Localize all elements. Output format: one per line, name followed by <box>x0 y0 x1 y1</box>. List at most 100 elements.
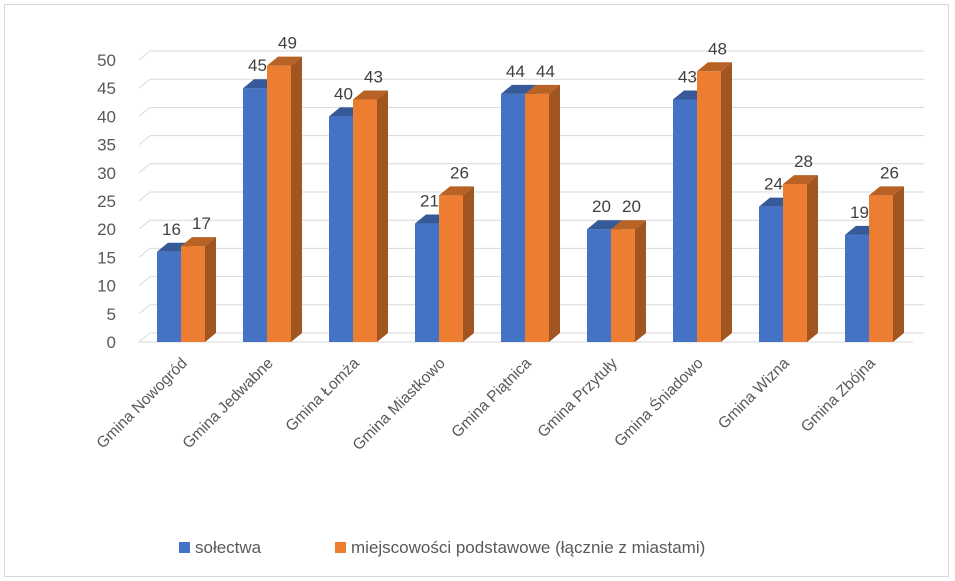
bar-top <box>587 220 622 230</box>
bar-miejscowosci-5 <box>611 220 646 342</box>
gridline-diagonal <box>138 107 151 117</box>
x-category-label: Gmina Nowogród <box>94 355 191 452</box>
bar-miejscowosci-1 <box>267 56 302 342</box>
bar-front <box>611 229 635 342</box>
bar-top <box>267 56 302 66</box>
gridline-diagonal <box>138 304 151 315</box>
x-category-label: Gmina Wizna <box>715 355 793 433</box>
bar-front <box>783 184 807 342</box>
legend-item-solectwa: sołectwa <box>179 538 262 557</box>
gridline-diagonal <box>138 276 151 286</box>
legend-label: sołectwa <box>195 538 262 557</box>
bar-front <box>673 99 697 342</box>
y-tick-label: 40 <box>97 107 116 126</box>
bar-front <box>353 99 377 342</box>
bar-front <box>697 71 721 342</box>
y-tick-label: 25 <box>97 192 116 211</box>
bar-top <box>501 84 536 94</box>
data-label: 48 <box>708 39 727 58</box>
bar-front <box>845 234 869 342</box>
y-tick-label: 0 <box>107 333 116 352</box>
bar-miejscowosci-0 <box>181 237 216 342</box>
chart-frame: 0 5 10 15 20 25 30 35 40 45 50 16 17 45 49 40 43 21 26 44 4… <box>4 4 949 577</box>
bar-top <box>697 62 732 72</box>
gridline-diagonal <box>138 219 151 230</box>
data-label: 45 <box>248 56 267 75</box>
gridline-diagonal <box>138 332 151 343</box>
bar-side <box>635 220 646 342</box>
bar-top <box>439 186 474 196</box>
bar-miejscowosci-3 <box>439 186 474 342</box>
y-tick-label: 5 <box>107 305 116 324</box>
bar-front <box>439 195 463 342</box>
y-tick-label: 45 <box>97 79 116 98</box>
x-category-label: Gmina Śniadowo <box>611 354 707 450</box>
x-category-label: Gmina Łomża <box>283 355 364 436</box>
bar-side <box>291 56 302 342</box>
data-label: 44 <box>506 62 525 81</box>
gridline-diagonal <box>138 78 151 89</box>
bar-miejscowosci-8 <box>869 186 904 342</box>
bar-side <box>721 62 732 342</box>
bar-top <box>611 220 646 230</box>
legend-swatch <box>179 542 190 553</box>
data-label: 43 <box>364 67 383 86</box>
y-tick-label: 30 <box>97 164 116 183</box>
x-category-label: Gmina Jedwabne <box>180 355 277 452</box>
y-tick-label: 50 <box>97 51 116 70</box>
data-label: 19 <box>850 203 869 222</box>
data-label: 17 <box>192 214 211 233</box>
data-label: 20 <box>592 197 611 216</box>
bar-top <box>181 237 216 247</box>
data-label: 40 <box>334 84 353 103</box>
bar-top <box>353 90 388 100</box>
bar-miejscowosci-4 <box>525 84 560 342</box>
x-category-label: Gmina Miastkowo <box>350 355 449 454</box>
gridline-diagonal <box>138 135 151 145</box>
bar-front <box>181 246 205 342</box>
bar-front <box>267 65 291 342</box>
gridline-diagonal <box>138 50 151 61</box>
bar-front <box>329 116 353 343</box>
bar-side <box>807 175 818 342</box>
data-label: 24 <box>764 175 783 194</box>
y-axis-tick-labels: 0 5 10 15 20 25 30 35 40 45 50 <box>97 51 116 352</box>
bar-front <box>243 88 267 342</box>
data-label: 49 <box>278 34 297 53</box>
data-labels: 16 17 45 49 40 43 21 26 44 44 20 20 43 48 24 28 19 26 <box>162 34 899 239</box>
gridline-diagonal <box>138 163 151 174</box>
data-label: 28 <box>794 152 813 171</box>
data-label: 16 <box>162 220 181 239</box>
bar-front <box>525 93 549 342</box>
x-category-label: Gmina Piątnica <box>448 355 535 442</box>
data-label: 26 <box>880 163 899 182</box>
bar-top <box>783 175 818 185</box>
bar-side <box>893 186 904 342</box>
data-label: 43 <box>678 67 697 86</box>
data-label: 44 <box>536 62 555 81</box>
chart-svg: 0 5 10 15 20 25 30 35 40 45 50 16 17 45 49 40 43 21 26 44 4… <box>94 34 924 557</box>
bar-front <box>869 195 893 342</box>
y-tick-label: 35 <box>97 136 116 155</box>
x-category-label: Gmina Zbójna <box>798 355 879 436</box>
bar-miejscowosci-6 <box>697 62 732 342</box>
y-tick-label: 15 <box>97 248 116 267</box>
data-label: 20 <box>622 197 641 216</box>
bars <box>157 56 904 343</box>
gridline-diagonal <box>138 191 151 202</box>
bar-side <box>377 90 388 342</box>
legend: sołectwa miejscowości podstawowe (łącznie… <box>179 538 705 557</box>
bar-front <box>501 93 525 342</box>
bar-front <box>587 229 611 342</box>
bar-top <box>869 186 904 196</box>
bar-front <box>759 206 783 342</box>
bar-side <box>549 84 560 342</box>
gridline-diagonal <box>138 248 151 258</box>
data-label: 21 <box>420 192 439 211</box>
bar-miejscowosci-2 <box>353 90 388 342</box>
legend-item-miejscowosci: miejscowości podstawowe (łącznie z miast… <box>335 538 705 557</box>
y-tick-label: 10 <box>97 277 116 296</box>
legend-swatch <box>335 542 346 553</box>
y-tick-label: 20 <box>97 220 116 239</box>
